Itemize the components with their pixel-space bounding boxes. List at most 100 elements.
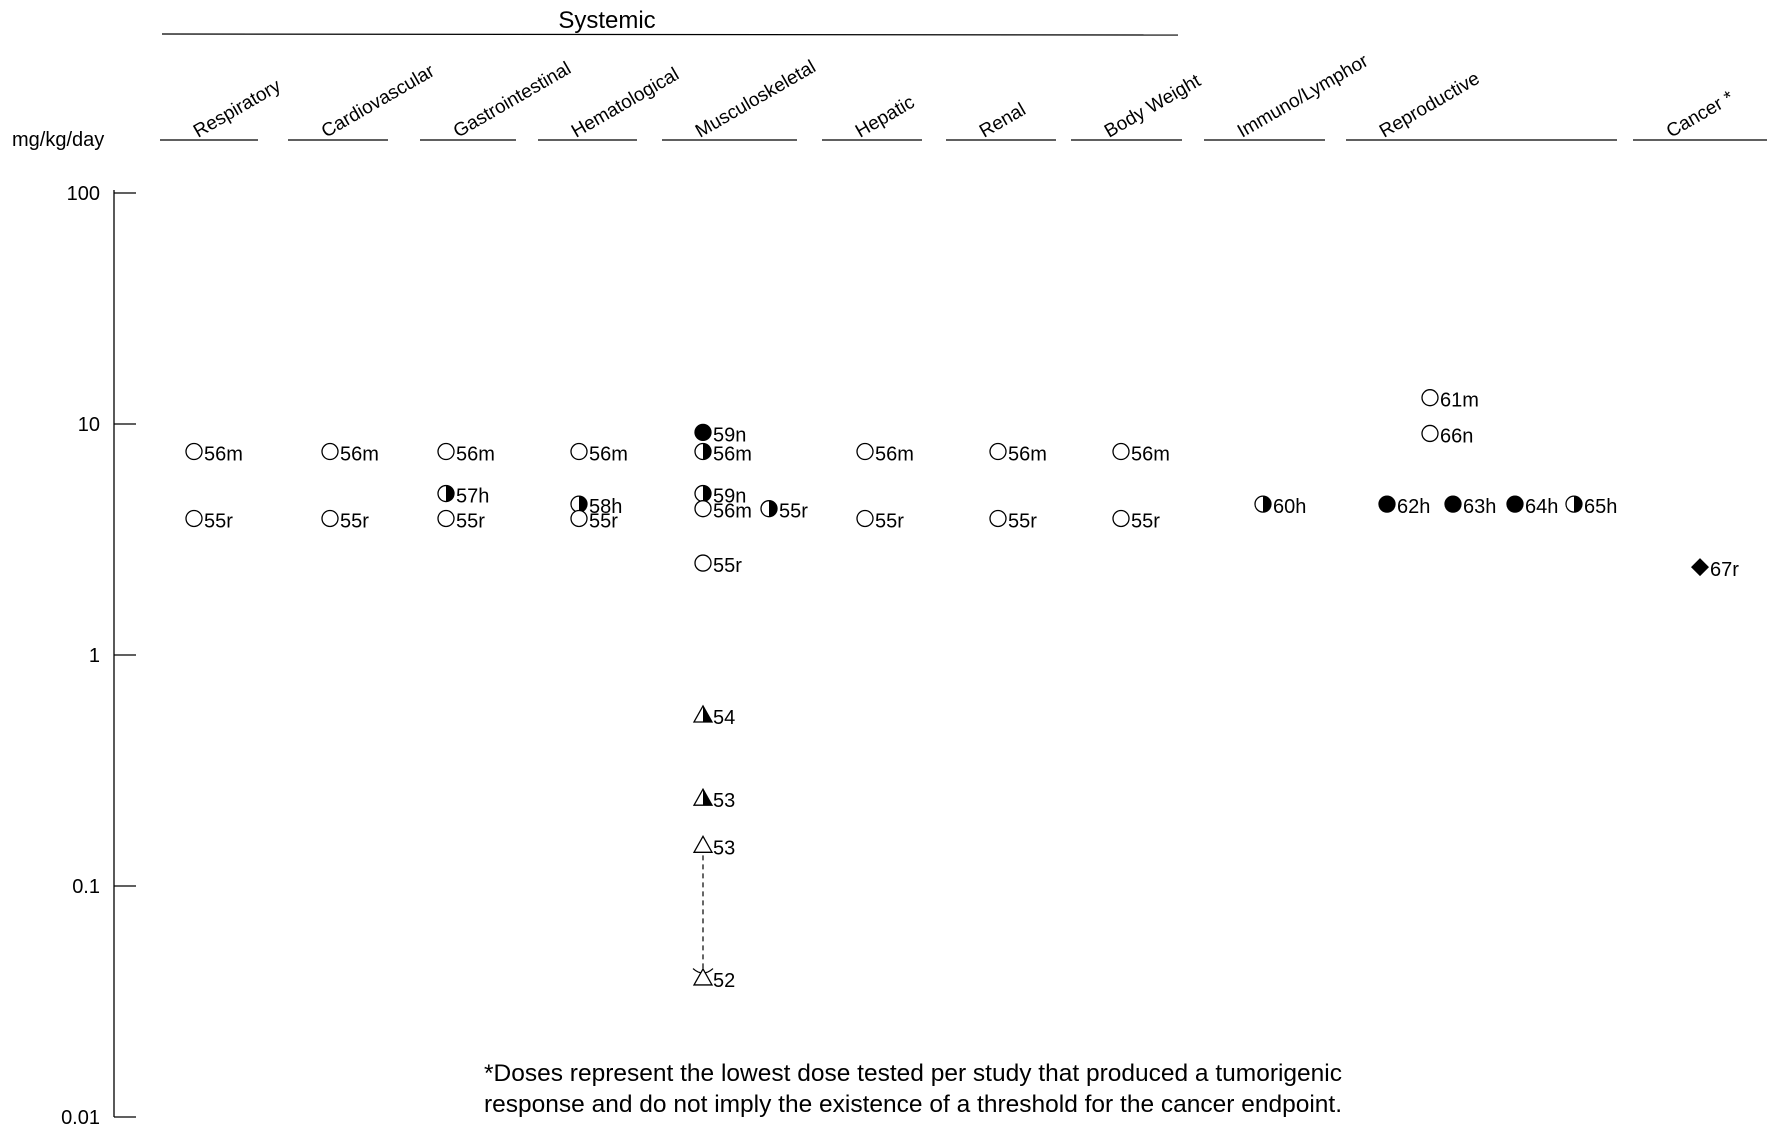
- marker-circle-open: [1421, 424, 1439, 443]
- data-point-label: 56m: [1008, 444, 1047, 466]
- marker-circle-open: [185, 509, 203, 528]
- marker-circle-open: [1112, 442, 1130, 461]
- data-point: 61m: [1421, 389, 1479, 412]
- data-point-label: 61m: [1440, 390, 1479, 412]
- y-tick-label: 0.01: [61, 1107, 100, 1129]
- data-point: 59n: [694, 484, 746, 508]
- marker-diamond-filled: [1691, 558, 1709, 577]
- data-point-label: 67r: [1710, 559, 1739, 581]
- marker-circle-filled: [694, 423, 712, 442]
- data-point: 56m: [694, 500, 752, 523]
- data-point: 56m: [185, 442, 243, 466]
- marker-circle-open: [856, 509, 874, 528]
- marker-half-fill: [579, 496, 587, 513]
- data-point: 55r: [185, 509, 233, 532]
- marker-circle-open: [989, 509, 1007, 528]
- data-point-label: 55r: [875, 510, 904, 532]
- data-point-label: 55r: [1131, 510, 1160, 532]
- marker-circle-open: [694, 500, 712, 518]
- data-point-label: 56m: [589, 444, 628, 466]
- y-axis-ticks: 100 10 1 0.1 0.01: [61, 183, 136, 1129]
- data-point-label: 56m: [204, 444, 243, 466]
- data-point-label: 55r: [204, 510, 233, 532]
- footnote-line: *Doses represent the lowest dose tested …: [484, 1060, 1342, 1087]
- data-point-label: 55r: [589, 510, 618, 532]
- data-points: 56m55r56m55r56m57h55r56m58h55r59n56m59n5…: [185, 389, 1739, 992]
- marker-half-fill: [703, 789, 712, 806]
- data-point-label: 66n: [1440, 425, 1473, 447]
- data-point-label: 62h: [1397, 496, 1430, 518]
- footnote-line: response and do not imply the existence …: [484, 1091, 1343, 1118]
- marker-half-fill: [1574, 496, 1582, 513]
- marker-circle-open: [570, 442, 588, 461]
- marker-circle-open: [694, 554, 712, 572]
- category-label: Respiratory: [190, 75, 285, 142]
- data-point: 67r: [1691, 558, 1739, 581]
- data-point-label: 57h: [456, 486, 489, 508]
- marker-circle-open: [989, 442, 1007, 461]
- category-label: Musculoskeletal: [692, 57, 820, 143]
- data-point: 56m: [856, 442, 914, 466]
- data-point: 62h: [1378, 495, 1430, 518]
- marker-triangle-open: [692, 834, 714, 853]
- range-arrows: [692, 855, 714, 974]
- marker-circle-filled: [1444, 495, 1462, 513]
- data-point-label: 55r: [779, 501, 808, 523]
- marker-circle-open: [856, 442, 874, 461]
- marker-half-fill: [703, 485, 711, 502]
- data-point: 55r: [856, 509, 904, 532]
- data-point: 58h: [570, 495, 622, 518]
- data-point: 56m: [694, 442, 752, 466]
- category-label: Reproductive: [1376, 68, 1483, 142]
- data-point-label: 52: [713, 970, 735, 992]
- marker-half-fill: [703, 705, 712, 722]
- category-label: Cardiovascular: [318, 60, 439, 142]
- y-tick-label: 0.1: [72, 876, 100, 898]
- data-point-label: 53: [713, 837, 735, 859]
- data-point-label: 53: [713, 790, 735, 812]
- y-axis-unit-label: mg/kg/day: [12, 129, 104, 151]
- y-tick-label: 1: [89, 645, 100, 667]
- systemic-group-line: [161, 33, 1179, 36]
- data-point-label: 56m: [875, 444, 914, 466]
- marker-circle-open: [1421, 389, 1439, 407]
- y-tick-label: 10: [78, 414, 100, 436]
- data-point: 59n: [694, 423, 746, 446]
- marker-half-fill: [703, 443, 711, 460]
- data-point: 52: [692, 967, 735, 992]
- data-point: 55r: [570, 509, 618, 532]
- marker-circle-filled: [1506, 495, 1524, 513]
- data-point-label: 58h: [589, 496, 622, 518]
- category-label: Gastrointestinal: [450, 58, 575, 142]
- data-point-label: 65h: [1584, 496, 1617, 518]
- marker-triangle-open: [692, 967, 714, 986]
- marker-circle-open: [570, 509, 588, 528]
- data-point: 63h: [1444, 495, 1496, 518]
- data-point-label: 56m: [456, 444, 495, 466]
- category-label: Cancer *: [1663, 87, 1738, 142]
- data-point: 55r: [694, 554, 742, 577]
- data-point: 56m: [321, 442, 379, 466]
- marker-circle-open: [321, 509, 339, 528]
- marker-circle-open: [321, 442, 339, 461]
- category-label: Hematological: [568, 64, 683, 142]
- data-point: 55r: [1112, 509, 1160, 532]
- data-point-label: 56m: [1131, 444, 1170, 466]
- data-point-label: 59n: [713, 424, 746, 446]
- category-label: Body Weight: [1101, 70, 1205, 142]
- marker-half-fill: [1263, 496, 1271, 513]
- data-point-label: 63h: [1463, 496, 1496, 518]
- marker-half-fill: [446, 485, 454, 502]
- marker-half-fill: [769, 500, 777, 517]
- data-point: 55r: [321, 509, 369, 532]
- data-point: 64h: [1506, 495, 1558, 518]
- data-point-label: 55r: [1008, 510, 1037, 532]
- data-point-label: 55r: [340, 510, 369, 532]
- data-point: 57h: [437, 484, 489, 508]
- data-point: 55r: [437, 509, 485, 532]
- data-point: 60h: [1254, 495, 1306, 518]
- data-point: 53: [692, 834, 735, 859]
- systemic-group-label: Systemic: [558, 7, 655, 34]
- y-tick-label: 100: [67, 183, 100, 205]
- category-label: Immuno/Lymphor: [1234, 50, 1373, 142]
